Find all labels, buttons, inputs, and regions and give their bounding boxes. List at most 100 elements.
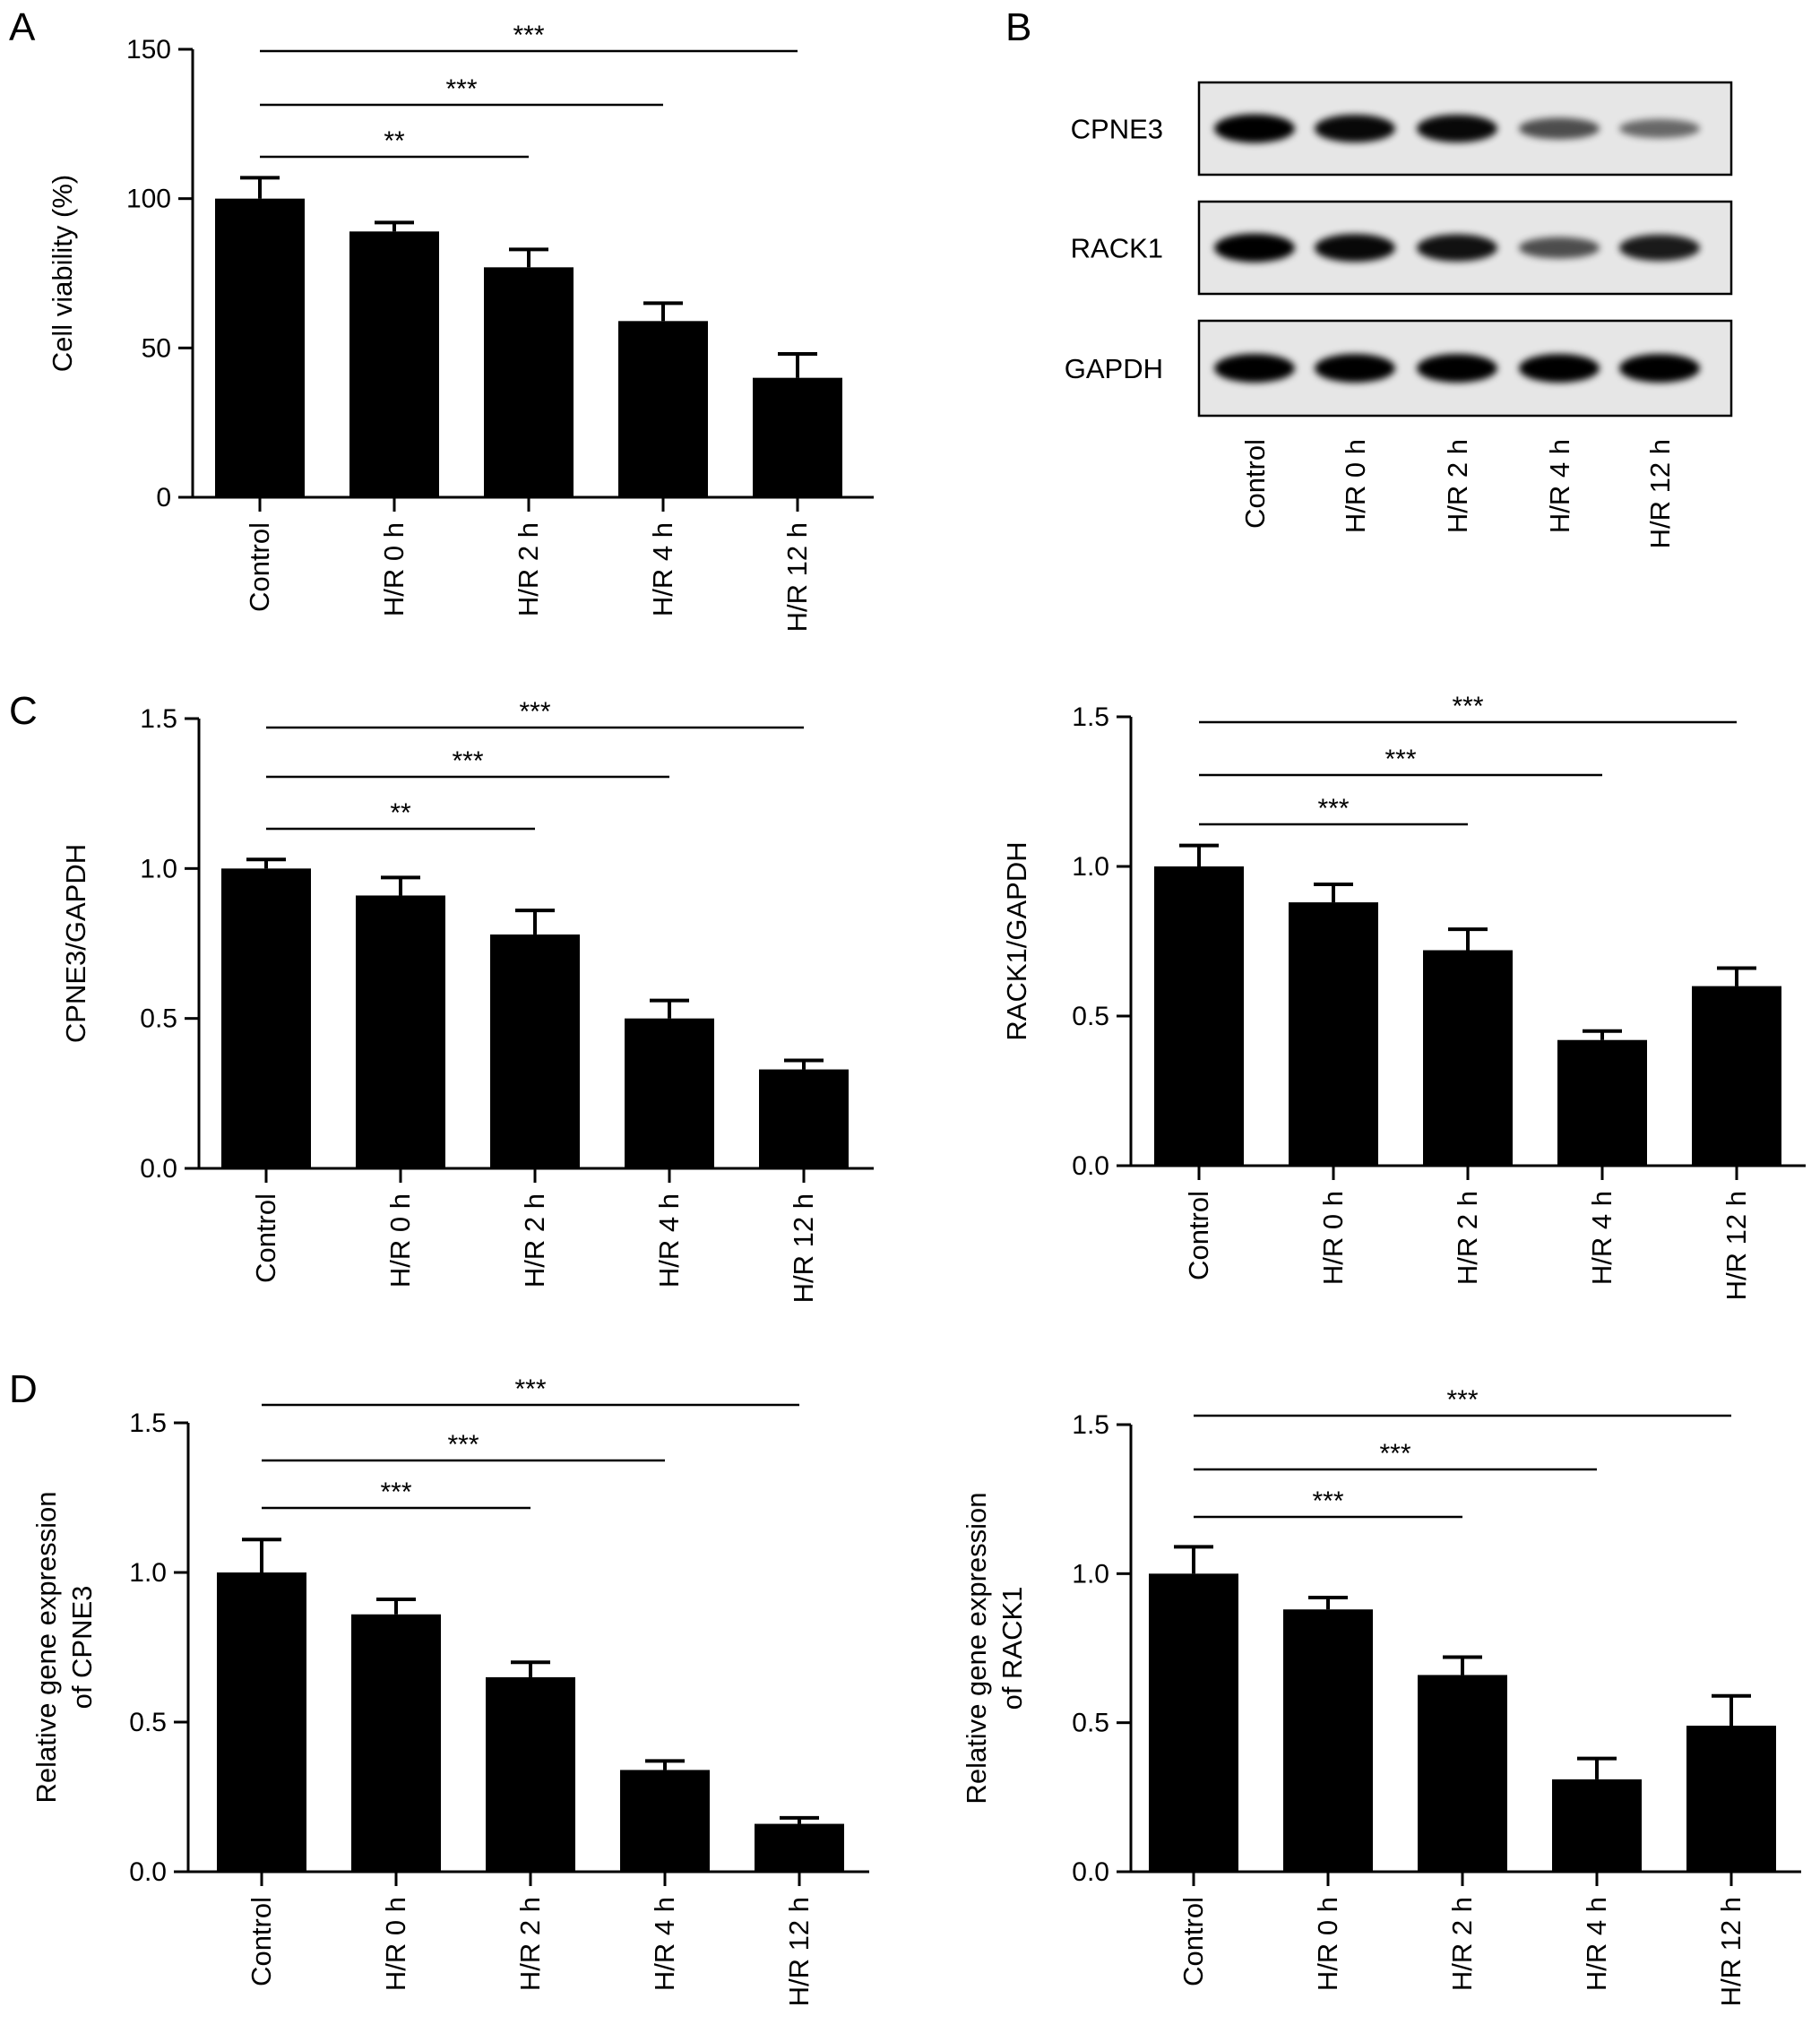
bar bbox=[1289, 902, 1378, 1166]
blot-lane-label: H/R 12 h bbox=[1644, 439, 1676, 548]
category-label: Control bbox=[244, 522, 275, 612]
blot-row-label: RACK1 bbox=[1071, 233, 1163, 264]
significance-label: *** bbox=[380, 1477, 411, 1507]
y-tick-label: 1.5 bbox=[1072, 702, 1109, 732]
significance-label: *** bbox=[519, 697, 550, 727]
category-label: H/R 0 h bbox=[378, 522, 410, 616]
category-label: H/R 4 h bbox=[1581, 1897, 1612, 1991]
chart-a-cell-viability: 0 50 100 150 Control H/R 0 h H/R 2 h H/R 4 h H/R… bbox=[47, 21, 874, 632]
blot-band bbox=[1315, 354, 1395, 383]
y-tick-label: 1.5 bbox=[129, 1408, 167, 1438]
bar bbox=[1149, 1573, 1238, 1872]
category-label: H/R 4 h bbox=[649, 1897, 680, 1991]
category-label: H/R 2 h bbox=[1446, 1897, 1478, 1991]
category-label: H/R 2 h bbox=[514, 1897, 546, 1991]
blot-lane-label: H/R 2 h bbox=[1442, 439, 1473, 533]
category-label: H/R 0 h bbox=[380, 1897, 411, 1991]
bar bbox=[221, 868, 311, 1168]
y-tick-label: 0 bbox=[156, 483, 171, 513]
significance-label: *** bbox=[447, 1430, 479, 1460]
blot-band bbox=[1619, 118, 1700, 139]
y-tick-label: 0.0 bbox=[129, 1857, 167, 1887]
significance-label: *** bbox=[514, 1374, 546, 1404]
y-tick-label: 0.5 bbox=[129, 1708, 167, 1737]
bar bbox=[356, 895, 445, 1168]
panel-label-d: D bbox=[9, 1367, 38, 1411]
bar bbox=[486, 1676, 575, 1872]
blot-row-label: CPNE3 bbox=[1071, 114, 1163, 145]
significance-label: ** bbox=[390, 798, 411, 828]
significance-label: ** bbox=[384, 126, 405, 156]
category-label: H/R 2 h bbox=[513, 522, 544, 616]
category-label: H/R 12 h bbox=[788, 1193, 819, 1303]
y-tick-label: 100 bbox=[126, 185, 171, 214]
panel-label-a: A bbox=[9, 5, 36, 49]
category-label: H/R 12 h bbox=[783, 1897, 815, 2006]
y-tick-label: 0.5 bbox=[1072, 1709, 1109, 1738]
category-label: Control bbox=[1177, 1897, 1209, 1986]
bar bbox=[351, 1614, 441, 1872]
bar bbox=[484, 267, 574, 497]
bar bbox=[1154, 866, 1244, 1166]
y-tick-label: 0.5 bbox=[1072, 1002, 1109, 1031]
significance-label: *** bbox=[1384, 745, 1416, 774]
category-label: H/R 4 h bbox=[1586, 1191, 1617, 1285]
category-label: H/R 0 h bbox=[384, 1193, 416, 1288]
blot-band bbox=[1519, 354, 1600, 383]
y-tick-label: 0.0 bbox=[1072, 1857, 1109, 1887]
significance-label: *** bbox=[1446, 1385, 1478, 1415]
significance-label: *** bbox=[1379, 1439, 1410, 1469]
blot-band bbox=[1315, 114, 1395, 143]
significance-label: *** bbox=[452, 746, 483, 776]
blot-band bbox=[1519, 237, 1600, 259]
y-tick-label: 1.0 bbox=[140, 854, 177, 883]
y-tick-label: 1.5 bbox=[1072, 1410, 1109, 1440]
blot-lane-label: H/R 4 h bbox=[1544, 439, 1575, 533]
blot-band bbox=[1417, 234, 1497, 262]
category-label: H/R 12 h bbox=[1721, 1191, 1752, 1300]
y-tick-label: 0.5 bbox=[140, 1004, 177, 1034]
category-label: H/R 2 h bbox=[1452, 1191, 1483, 1285]
blot-band bbox=[1214, 114, 1295, 143]
chart-d-rack1-expression: 0.0 0.5 1.0 1.5 Control H/R 0 h H/R 2 h H/R 4 h… bbox=[961, 1385, 1801, 2006]
category-label: H/R 12 h bbox=[1715, 1897, 1747, 2006]
y-axis-label: of CPNE3 bbox=[66, 1586, 98, 1710]
blot-band bbox=[1417, 114, 1497, 143]
y-tick-label: 0.0 bbox=[140, 1154, 177, 1184]
y-axis-label: CPNE3/GAPDH bbox=[60, 844, 91, 1043]
chart-c-rack1-gapdh: 0.0 0.5 1.0 1.5 Control H/R 0 h H/R 2 h H/R 4 h… bbox=[1001, 692, 1806, 1300]
blot-band bbox=[1619, 354, 1700, 383]
category-label: Control bbox=[1183, 1191, 1214, 1280]
y-tick-label: 1.0 bbox=[1072, 852, 1109, 882]
y-tick-label: 150 bbox=[126, 35, 171, 65]
significance-label: *** bbox=[513, 21, 544, 50]
chart-d-cpne3-expression: 0.0 0.5 1.0 1.5 Control H/R 0 h H/R 2 h H/R 4 h… bbox=[30, 1374, 869, 2006]
blot-band bbox=[1619, 234, 1700, 262]
significance-label: *** bbox=[1317, 794, 1349, 823]
bar bbox=[620, 1770, 710, 1872]
bar bbox=[625, 1018, 714, 1168]
y-tick-label: 1.0 bbox=[129, 1558, 167, 1588]
panel-label-b: B bbox=[1005, 5, 1031, 49]
y-tick-label: 0.0 bbox=[1072, 1151, 1109, 1181]
bar bbox=[349, 231, 439, 497]
significance-label: *** bbox=[1312, 1486, 1343, 1516]
bar bbox=[1692, 986, 1781, 1166]
y-axis-label: Relative gene expression bbox=[961, 1492, 992, 1804]
bar bbox=[1552, 1779, 1642, 1872]
western-blot: CPNE3 RACK1 GAPDH Control H/R 0 h H/R 2 h H/R … bbox=[1065, 81, 1733, 548]
y-axis-label: of RACK1 bbox=[996, 1587, 1028, 1710]
blot-lane-label: H/R 0 h bbox=[1340, 439, 1371, 533]
category-label: H/R 12 h bbox=[781, 522, 813, 632]
y-tick-label: 1.0 bbox=[1072, 1559, 1109, 1589]
category-label: H/R 2 h bbox=[519, 1193, 550, 1288]
significance-label: *** bbox=[445, 74, 477, 104]
blot-band bbox=[1214, 233, 1295, 263]
category-label: Control bbox=[246, 1897, 277, 1986]
bar bbox=[759, 1069, 849, 1168]
blot-band bbox=[1214, 354, 1295, 383]
bar bbox=[618, 321, 708, 497]
category-label: H/R 4 h bbox=[647, 522, 678, 616]
y-tick-label: 1.5 bbox=[140, 704, 177, 734]
